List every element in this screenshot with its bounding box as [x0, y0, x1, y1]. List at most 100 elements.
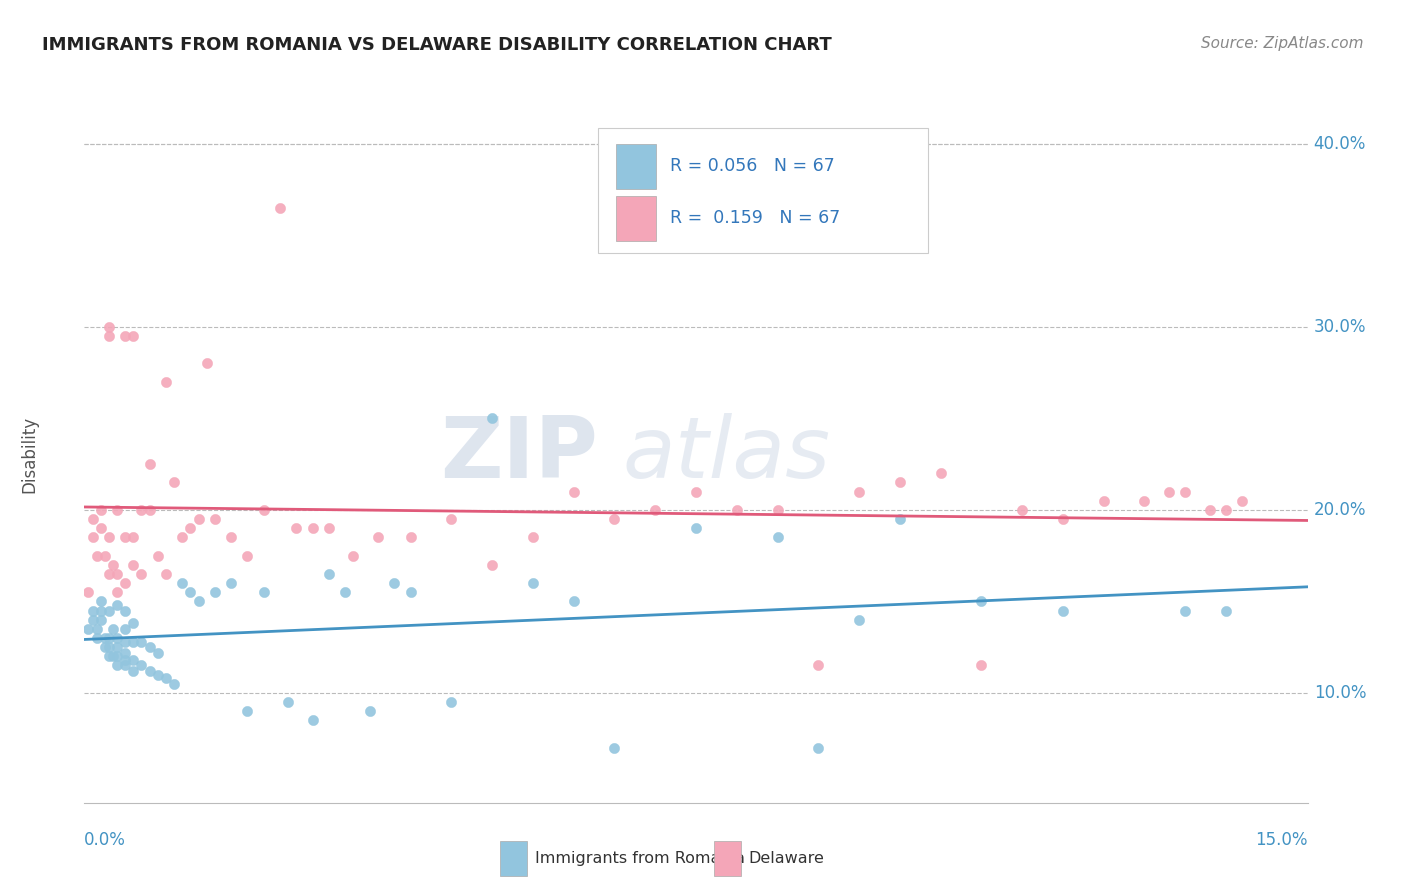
Text: Source: ZipAtlas.com: Source: ZipAtlas.com: [1201, 36, 1364, 51]
Point: [131, 503, 153, 517]
Point: [77, 585, 100, 599]
Point: [114, 646, 136, 660]
Point: [146, 646, 169, 660]
Point: [1092, 493, 1115, 508]
Point: [172, 576, 194, 591]
Text: 20.0%: 20.0%: [1313, 500, 1367, 519]
Text: Disability: Disability: [20, 417, 38, 493]
Point: [82, 613, 104, 627]
Point: [97, 649, 120, 664]
Point: [285, 521, 308, 535]
Point: [90, 521, 112, 535]
Point: [367, 530, 389, 544]
Text: IMMIGRANTS FROM ROMANIA VS DELAWARE DISABILITY CORRELATION CHART: IMMIGRANTS FROM ROMANIA VS DELAWARE DISA…: [42, 36, 832, 54]
Point: [481, 411, 503, 425]
Point: [318, 521, 340, 535]
FancyBboxPatch shape: [616, 195, 655, 241]
Point: [77, 622, 100, 636]
Point: [301, 521, 323, 535]
Point: [114, 576, 136, 591]
Text: atlas: atlas: [623, 413, 831, 497]
Point: [155, 375, 177, 389]
Text: 15.0%: 15.0%: [1256, 830, 1308, 848]
Point: [644, 503, 666, 517]
Point: [97, 329, 120, 343]
Point: [122, 329, 145, 343]
Point: [522, 576, 544, 591]
Text: 30.0%: 30.0%: [1313, 318, 1367, 335]
Point: [97, 640, 120, 655]
Point: [131, 566, 153, 581]
Point: [97, 631, 120, 645]
Point: [138, 503, 160, 517]
Point: [253, 585, 276, 599]
Point: [122, 530, 145, 544]
Point: [122, 664, 145, 678]
Point: [766, 503, 789, 517]
Point: [1052, 512, 1074, 526]
Point: [1174, 484, 1197, 499]
Text: ZIP: ZIP: [440, 413, 598, 497]
Point: [1157, 484, 1180, 499]
Point: [90, 613, 112, 627]
Point: [725, 503, 748, 517]
Point: [236, 549, 259, 563]
Point: [1052, 603, 1074, 617]
Point: [105, 658, 128, 673]
Point: [97, 530, 120, 544]
Point: [1011, 503, 1033, 517]
Point: [562, 594, 585, 608]
Point: [1174, 603, 1197, 617]
Point: [807, 658, 830, 673]
Point: [685, 484, 707, 499]
Point: [236, 704, 259, 718]
Point: [82, 512, 104, 526]
Point: [146, 667, 169, 681]
Point: [114, 329, 136, 343]
Point: [187, 594, 209, 608]
Point: [114, 622, 136, 636]
FancyBboxPatch shape: [598, 128, 928, 253]
Point: [970, 594, 993, 608]
Point: [114, 530, 136, 544]
Point: [848, 613, 870, 627]
Point: [97, 603, 120, 617]
Point: [155, 671, 177, 685]
Point: [481, 558, 503, 572]
Point: [138, 457, 160, 471]
Point: [105, 598, 128, 612]
Point: [1198, 503, 1220, 517]
Point: [90, 594, 112, 608]
Point: [204, 512, 226, 526]
Point: [114, 658, 136, 673]
Point: [889, 475, 911, 490]
Point: [122, 616, 145, 631]
Point: [359, 704, 381, 718]
Point: [603, 512, 626, 526]
Point: [685, 521, 707, 535]
Point: [90, 503, 112, 517]
Point: [219, 530, 242, 544]
Point: [93, 640, 115, 655]
Point: [114, 634, 136, 648]
Point: [93, 549, 115, 563]
Point: [105, 566, 128, 581]
Point: [342, 549, 364, 563]
Point: [138, 664, 160, 678]
Point: [807, 740, 830, 755]
Point: [204, 585, 226, 599]
Point: [86, 631, 108, 645]
Point: [440, 695, 463, 709]
Point: [253, 503, 276, 517]
Point: [105, 640, 128, 655]
Point: [86, 549, 108, 563]
Point: [1232, 493, 1254, 508]
Point: [440, 512, 463, 526]
Point: [101, 649, 124, 664]
Point: [269, 201, 291, 215]
Point: [195, 356, 218, 370]
Point: [318, 566, 340, 581]
Point: [1215, 503, 1237, 517]
Text: 10.0%: 10.0%: [1313, 684, 1367, 702]
FancyBboxPatch shape: [714, 841, 741, 876]
